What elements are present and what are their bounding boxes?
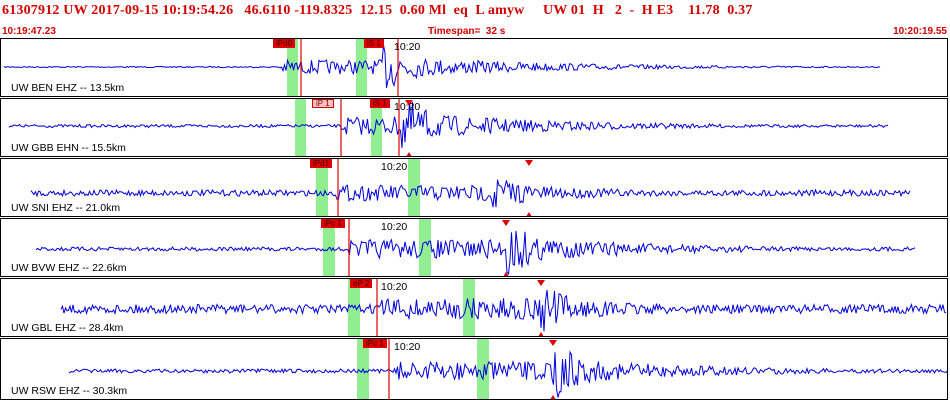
analysis-window — [356, 39, 367, 96]
seismic-waveform — [35, 230, 916, 276]
phase-pick-marker[interactable]: eP 2 — [350, 279, 373, 288]
trace-panel[interactable]: iPc 1 10:20 UW BVW EHZ -- 22.6km — [0, 218, 948, 277]
trace-panel[interactable]: iPc 1 10:20 UW RSW EHZ -- 30.3km — [0, 338, 948, 400]
waveform-plot — [30, 159, 911, 216]
minute-tick-label: 10:20 — [394, 41, 421, 53]
analysis-window — [295, 99, 306, 156]
waveform-plot — [3, 39, 881, 96]
trace-panel[interactable]: eP 2 10:20 UW GBL EHZ -- 28.4km — [0, 278, 948, 337]
timespan-label: Timespan= 32 s — [428, 26, 506, 37]
minute-tick-label: 10:20 — [394, 341, 421, 353]
analysis-window — [408, 159, 420, 216]
waveform-plot — [68, 339, 947, 399]
waveform-plot — [35, 219, 916, 276]
phase-pick-marker[interactable]: iPc 1 — [363, 339, 387, 348]
station-label: UW BEN EHZ -- 13.5km — [11, 82, 125, 94]
seismic-waveform — [8, 100, 889, 148]
waveform-plot — [60, 279, 947, 336]
seismic-waveform — [3, 44, 881, 88]
seismic-waveform — [30, 179, 911, 208]
analysis-window — [419, 219, 431, 276]
minute-tick-label: 10:20 — [381, 221, 408, 233]
amplitude-min-marker — [503, 272, 509, 276]
analysis-window — [371, 99, 382, 156]
amplitude-max-marker — [537, 280, 545, 286]
station-label: UW GBB EHN -- 15.5km — [11, 142, 126, 154]
amplitude-min-marker — [526, 212, 532, 216]
trace-panel[interactable]: iPd0 iS 1 10:20 UW BEN EHZ -- 13.5km — [0, 38, 948, 97]
trace-panel[interactable]: iPd1 10:20 UW SNI EHZ -- 21.0km — [0, 158, 948, 217]
amplitude-max-marker — [405, 100, 413, 106]
minute-tick-label: 10:20 — [381, 161, 408, 173]
amplitude-min-marker — [406, 152, 412, 156]
station-label: UW GBL EHZ -- 28.4km — [11, 322, 124, 334]
amplitude-max-marker — [549, 340, 557, 346]
seismic-waveform — [60, 290, 947, 332]
phase-pick-marker[interactable]: iPd0 — [273, 39, 296, 48]
station-label: UW RSW EHZ -- 30.3km — [11, 385, 128, 397]
phase-pick-marker[interactable]: iP 1 — [312, 99, 334, 108]
station-label: UW SNI EHZ -- 21.0km — [11, 202, 121, 214]
phase-pick-marker[interactable]: iPd1 — [310, 159, 333, 168]
amplitude-max-marker — [502, 220, 510, 226]
trace-panel[interactable]: iP 1 iS 1 10:20 UW GBB EHN -- 15.5km — [0, 98, 948, 157]
seismic-waveform — [68, 350, 947, 398]
station-label: UW BVW EHZ -- 22.6km — [11, 262, 127, 274]
minute-tick-label: 10:20 — [381, 281, 408, 293]
amplitude-min-marker — [550, 395, 556, 399]
start-time-label: 10:19:47.23 — [2, 26, 56, 37]
trace-panels: iPd0 iS 1 10:20 UW BEN EHZ -- 13.5km iP … — [0, 38, 950, 400]
end-time-label: 10:20:19.55 — [893, 26, 947, 37]
waveform-plot — [8, 99, 889, 156]
phase-pick-marker[interactable]: iS 1 — [370, 99, 390, 108]
phase-pick-marker[interactable]: iPc 1 — [321, 219, 345, 228]
analysis-window — [477, 339, 489, 399]
event-summary-title: 61307912 UW 2017-09-15 10:19:54.26 46.61… — [2, 3, 753, 18]
amplitude-max-marker — [525, 160, 533, 166]
phase-pick-marker[interactable]: iS 1 — [364, 39, 384, 48]
analysis-window — [316, 159, 328, 216]
minute-tick-label: 10:20 — [394, 101, 421, 113]
amplitude-min-marker — [538, 332, 544, 336]
